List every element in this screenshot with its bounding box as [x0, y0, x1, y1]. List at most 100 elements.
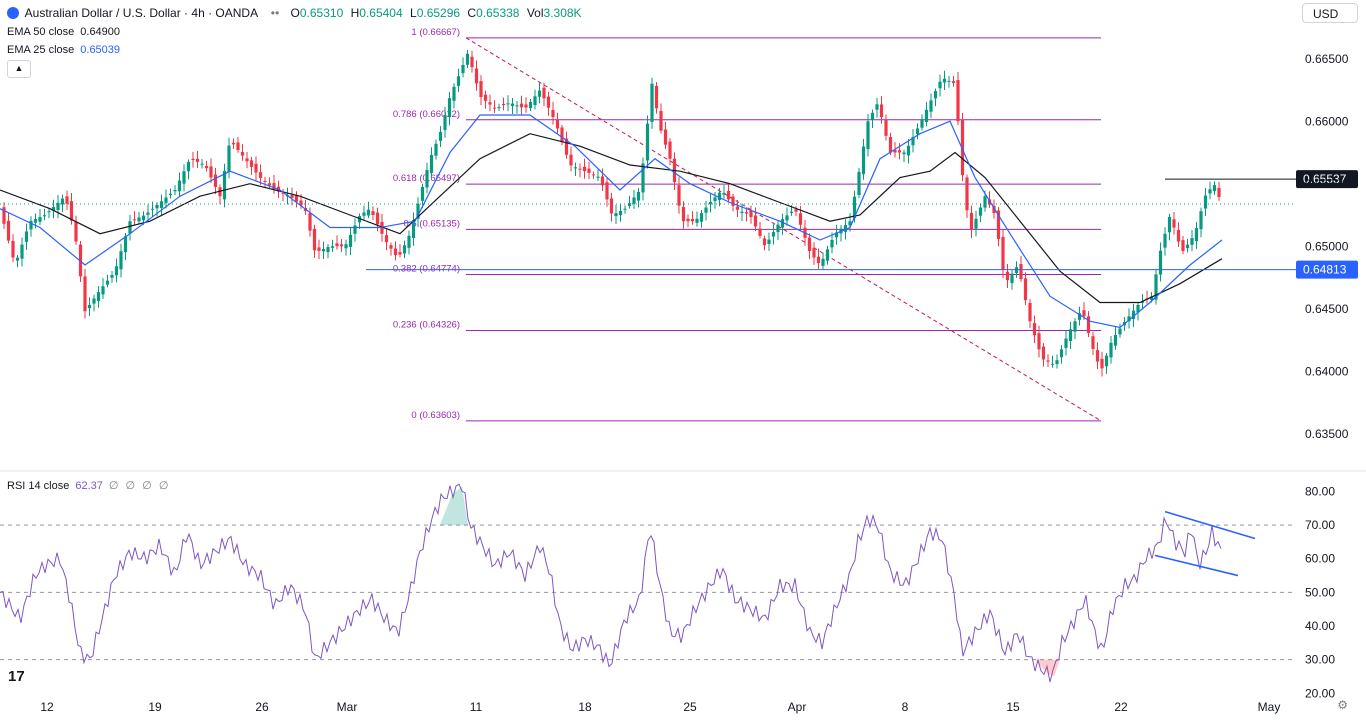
collapse-legend-button[interactable]: ▲	[7, 60, 31, 78]
candle-body	[668, 141, 672, 159]
candle-body	[875, 104, 879, 110]
horizontal-levels[interactable]: 0.65537 0.64813	[0, 170, 1358, 279]
candle-body	[870, 112, 875, 120]
candle-body	[708, 201, 713, 205]
candle-body	[245, 158, 249, 162]
candle-body	[969, 212, 974, 230]
candle-body	[20, 244, 24, 259]
candle-body	[744, 212, 749, 214]
ohlc-close: C0.65338	[467, 6, 520, 20]
candle-body	[438, 131, 443, 141]
candle-body	[1185, 244, 1190, 249]
rsi-pane[interactable]: 80.00 70.00 60.00 50.00 40.00 30.00 20.00	[0, 483, 1335, 700]
candle-body	[497, 107, 501, 109]
candle-body	[114, 266, 119, 276]
candle-body	[213, 174, 218, 187]
time-tick-label: 11	[470, 700, 483, 714]
candle-body	[951, 81, 956, 84]
candle-body	[393, 248, 398, 256]
price-tick-label: 0.65500	[1305, 177, 1349, 191]
ema25-legend[interactable]: EMA 25 close 0.65039	[7, 44, 120, 56]
candle-body	[186, 161, 191, 172]
candle-body	[1208, 189, 1212, 194]
candle-body	[398, 252, 402, 255]
candle-body	[1046, 360, 1050, 362]
candle-body	[1181, 240, 1185, 252]
ohlc-volume: Vol3.308K	[526, 6, 582, 20]
candle-body	[1140, 301, 1145, 303]
candle-body	[758, 228, 762, 236]
candle-body	[848, 221, 852, 226]
candle-body	[33, 218, 38, 223]
rsi-legend[interactable]: RSI 14 close 62.37 ∅ ∅ ∅ ∅	[7, 479, 170, 492]
candle-body	[893, 149, 897, 153]
candle-body	[1037, 333, 1041, 350]
ema50-label: EMA 50 close	[7, 26, 75, 38]
candle-body	[650, 83, 654, 122]
candle-body	[1190, 238, 1194, 245]
candle-body	[407, 235, 411, 248]
candle-body	[812, 247, 816, 258]
time-tick-label: 26	[255, 700, 269, 714]
fib-level-label: 0.382 (0.64774)	[393, 264, 460, 275]
candle-body	[326, 247, 330, 253]
candle-body	[1001, 236, 1005, 270]
currency-select[interactable]: USD	[1302, 3, 1358, 23]
time-tick-label: Mar	[337, 700, 358, 714]
candle-body	[965, 177, 969, 211]
time-tick-label: May	[1258, 700, 1281, 714]
time-tick-label: 22	[1114, 700, 1128, 714]
settings-icon[interactable]: ⚙	[1337, 698, 1348, 712]
candle-body	[866, 121, 870, 150]
candle-body	[528, 101, 533, 109]
ema50-legend[interactable]: EMA 50 close 0.64900	[7, 26, 120, 38]
candle-body	[852, 196, 857, 219]
candle-body	[960, 119, 965, 176]
candle-body	[654, 85, 659, 109]
candle-body	[159, 201, 164, 208]
candle-body	[83, 276, 87, 312]
candle-body	[1005, 271, 1010, 281]
candle-body	[429, 155, 434, 174]
candle-body	[240, 152, 245, 156]
candle-body	[713, 197, 717, 202]
candle-body	[488, 102, 492, 105]
candle-body	[434, 143, 438, 156]
price-pane[interactable]: 1 (0.66667)0.786 (0.66012)0.618 (0.65497…	[0, 27, 1358, 441]
candle-body	[663, 129, 668, 145]
candle-body	[353, 225, 357, 234]
time-tick-label: 8	[902, 700, 909, 714]
candle-body	[1014, 267, 1019, 274]
symbol-header[interactable]: Australian Dollar / U.S. Dollar · 4h · O…	[7, 6, 582, 20]
fibonacci-retracement[interactable]: 1 (0.66667)0.786 (0.66012)0.618 (0.65497…	[393, 27, 1102, 422]
candle-body	[164, 197, 168, 203]
candle-body	[191, 158, 195, 160]
candle-body	[573, 167, 578, 169]
candle-body	[101, 286, 105, 295]
candle-body	[47, 211, 51, 213]
time-axis[interactable]: 12 19 26 Mar 11 18 25 Apr 8 15 22 May	[40, 700, 1280, 714]
candle-body	[1050, 363, 1055, 365]
candle-body	[636, 191, 641, 201]
tradingview-logo-icon[interactable]: 17	[8, 668, 25, 685]
rsi-polyline	[0, 483, 1222, 683]
rsi-channel-trendlines[interactable]	[1154, 510, 1256, 577]
ema25-line	[0, 114, 1223, 329]
candle-body	[141, 215, 146, 221]
candle-body	[290, 195, 294, 198]
candle-body	[1199, 211, 1203, 230]
rsi-axis[interactable]: 80.00 70.00 60.00 50.00 40.00 30.00 20.00	[1305, 484, 1335, 700]
ohlc-high: H0.65404	[350, 6, 403, 20]
candle-body	[281, 192, 285, 194]
candle-body	[857, 171, 861, 196]
fib-trend-line	[465, 37, 1102, 422]
candle-body	[92, 298, 96, 304]
candle-body	[843, 225, 848, 232]
candle-body	[2, 207, 6, 224]
candle-body	[906, 145, 911, 156]
price-axis[interactable]: 0.66500 0.66000 0.65500 0.65000 0.64500 0.640…	[1305, 52, 1349, 441]
candle-body	[501, 103, 506, 106]
candle-body	[1095, 350, 1100, 362]
candle-body	[1100, 358, 1104, 369]
